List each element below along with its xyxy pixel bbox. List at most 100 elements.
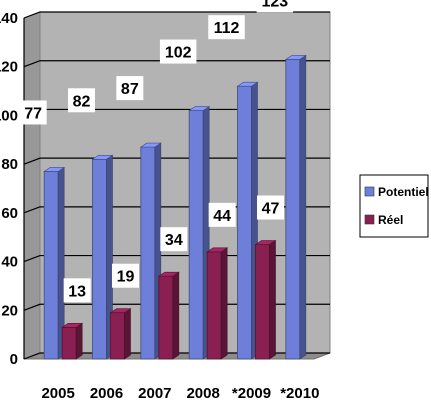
bar-side — [124, 308, 131, 360]
gridline — [23, 11, 330, 19]
gridline — [23, 157, 330, 165]
data-label-box — [256, 0, 294, 13]
data-label-text: 82 — [73, 93, 91, 110]
bar-front — [158, 275, 174, 360]
bar-potentiel — [91, 154, 114, 360]
data-label-reel: 44 — [208, 202, 236, 227]
x-tick-label: *2010 — [280, 385, 319, 402]
data-label-potentiel: 123 — [256, 0, 294, 13]
bar-top — [254, 240, 277, 245]
bar-reel — [157, 271, 180, 360]
data-label-text: 44 — [213, 208, 231, 225]
bar-potentiel — [139, 142, 162, 360]
data-label-box — [257, 195, 284, 220]
data-label-box — [112, 263, 139, 288]
bar-front — [206, 251, 222, 360]
bar-top — [206, 247, 229, 253]
data-labels: 77 13 82 19 87 34 102 44 112 47 123 — [19, 0, 294, 303]
legend-box — [359, 174, 429, 238]
bar-side — [172, 271, 180, 360]
bar-side — [299, 54, 307, 360]
bar-front — [255, 244, 270, 360]
gridline — [23, 254, 330, 263]
bar-reel — [109, 308, 132, 360]
data-label-text: 123 — [261, 0, 288, 10]
data-label-potentiel: 87 — [116, 76, 144, 101]
data-label-box — [208, 202, 236, 227]
y-tick-label: 100 — [0, 107, 18, 124]
y-tick-label: 140 — [0, 10, 18, 27]
bar-front — [237, 85, 252, 360]
bar-side — [75, 322, 83, 360]
y-tick-label: 120 — [0, 59, 18, 76]
x-tick-label: 2005 — [41, 385, 74, 402]
bar-top — [188, 106, 211, 111]
legend-label: Potentiel — [378, 185, 429, 199]
bar-side — [220, 247, 228, 360]
bar-reel — [61, 322, 84, 360]
bar-front — [110, 312, 125, 360]
bar-potentiel — [284, 54, 307, 360]
bar-top — [157, 271, 180, 277]
x-tick-label: 2007 — [138, 385, 171, 402]
data-label-box — [116, 76, 144, 101]
data-label-potentiel: 102 — [159, 39, 197, 64]
bar-top — [61, 323, 84, 328]
data-label-box — [160, 227, 188, 252]
bar-top — [139, 142, 162, 148]
y-tick-label: 0 — [10, 351, 18, 368]
bar-front — [43, 171, 59, 360]
bar-top — [91, 154, 114, 160]
gridline — [23, 60, 330, 68]
bar-potentiel — [236, 81, 259, 360]
legend-swatch — [364, 186, 375, 197]
data-label-text: 77 — [24, 105, 42, 122]
bar-reel — [254, 239, 277, 360]
bar-top — [109, 308, 132, 314]
bar-front — [140, 146, 156, 360]
bar-reel — [206, 247, 229, 360]
bar-front — [188, 110, 204, 360]
gridline — [23, 352, 330, 360]
data-label-reel: 34 — [160, 227, 188, 252]
bar-potentiel — [43, 166, 66, 360]
y-axis-ticks: 0 20 40 60 80 100 120 140 — [0, 10, 18, 368]
gridline — [23, 303, 330, 311]
y-tick-label: 80 — [1, 156, 18, 173]
data-label-text: 112 — [214, 20, 240, 37]
y-tick-label: 40 — [1, 254, 18, 271]
bar-top — [43, 167, 66, 172]
bar-front — [92, 158, 107, 360]
bar-side — [269, 239, 276, 360]
legend-label: Réel — [378, 213, 403, 227]
bar-potentiel — [188, 105, 211, 360]
legend: Potentiel Réel — [359, 174, 429, 238]
bar-front — [285, 59, 301, 360]
data-label-potentiel: 112 — [208, 15, 245, 40]
data-label-text: 13 — [68, 283, 86, 300]
data-label-box — [208, 15, 245, 40]
bars — [43, 54, 307, 360]
y-tick-label: 60 — [1, 205, 18, 222]
bar-top — [284, 55, 307, 60]
data-label-text: 87 — [121, 81, 139, 98]
bar-front — [61, 326, 77, 360]
data-label-potentiel: 82 — [68, 88, 95, 113]
data-label-text: 47 — [262, 201, 280, 218]
data-label-box — [159, 39, 197, 64]
x-tick-label: 2006 — [90, 385, 123, 402]
data-label-reel: 13 — [63, 278, 91, 303]
x-tick-label: *2009 — [232, 385, 271, 402]
data-label-reel: 19 — [112, 263, 139, 288]
bar-top — [236, 81, 259, 87]
data-label-reel: 47 — [257, 195, 284, 220]
data-label-box — [63, 278, 91, 303]
data-label-box — [19, 100, 47, 125]
legend-swatch — [364, 214, 375, 225]
data-label-text: 102 — [165, 45, 192, 62]
y-tick-label: 20 — [1, 302, 18, 319]
x-tick-label: 2008 — [186, 385, 219, 402]
data-label-text: 19 — [117, 269, 135, 286]
